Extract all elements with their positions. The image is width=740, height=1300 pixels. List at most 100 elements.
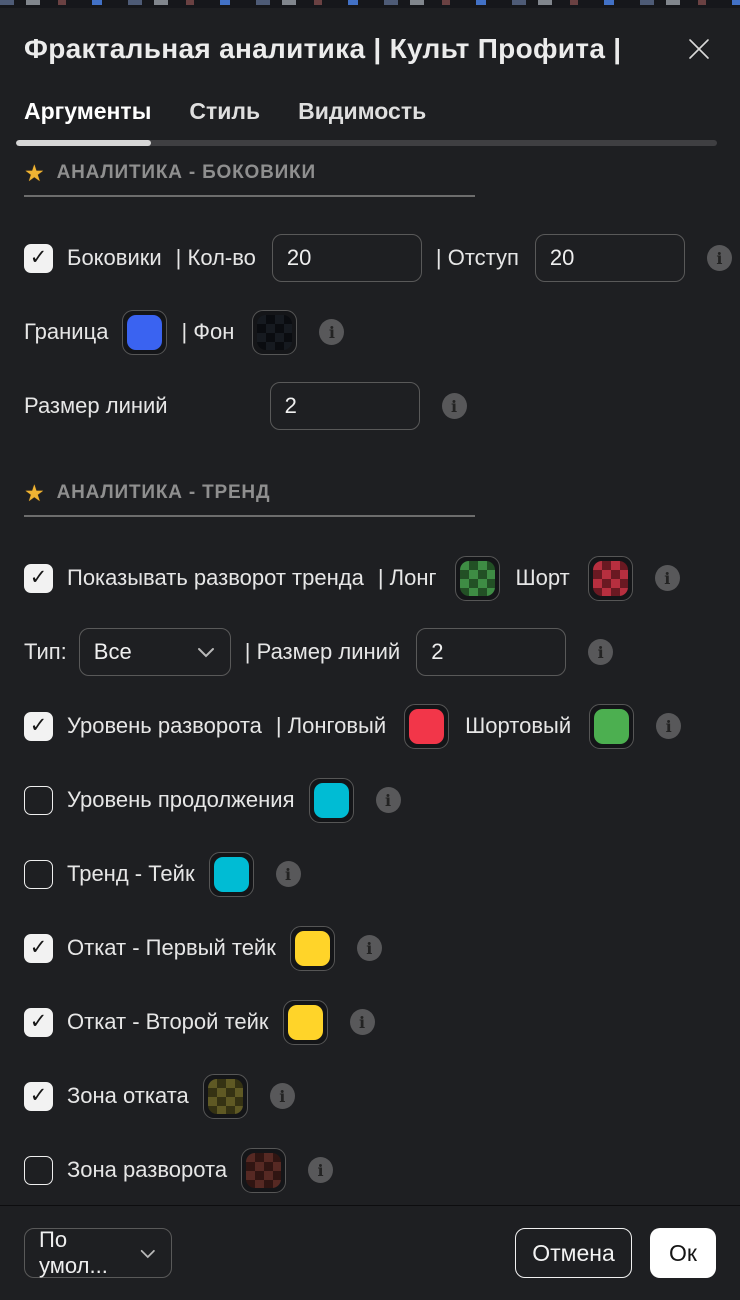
check-icon: ✓ xyxy=(29,565,48,589)
template-select[interactable]: По умол... xyxy=(24,1227,172,1278)
continuation-level-checkbox[interactable]: ✓ xyxy=(24,785,53,815)
check-icon: ✓ xyxy=(29,935,48,959)
trend-take-color-chip xyxy=(213,856,249,892)
pullback-take-2-color-chip xyxy=(287,1004,323,1040)
info-icon[interactable]: i xyxy=(441,393,467,419)
long-trend-color-chip xyxy=(459,560,495,596)
close-icon[interactable] xyxy=(682,32,716,66)
row-border-background: Граница | Фон i xyxy=(24,308,716,356)
pullback-zone-color-swatch[interactable] xyxy=(202,1073,248,1119)
row-line-size-sideways: Размер линий i xyxy=(24,382,716,430)
check-icon: ✓ xyxy=(29,1083,48,1107)
type-label: Тип: xyxy=(24,639,67,664)
border-color-chip xyxy=(127,314,163,350)
background-color-chip xyxy=(257,314,293,350)
pullback-take-2-checkbox[interactable]: ✓ xyxy=(24,1007,53,1037)
page-title: Фрактальная аналитика | Культ Профита | xyxy=(24,33,622,64)
line-size-input[interactable] xyxy=(269,382,420,430)
short-level-label: Шортовый xyxy=(465,713,572,738)
info-icon[interactable]: i xyxy=(656,713,682,739)
show-trend-reversal-checkbox[interactable]: ✓ xyxy=(24,563,53,593)
long-label: | Лонг xyxy=(377,565,437,590)
reversal-zone-color-swatch[interactable] xyxy=(241,1147,287,1193)
section-divider xyxy=(24,515,475,517)
active-tab-indicator xyxy=(16,140,151,146)
chevron-down-icon xyxy=(197,648,214,658)
continuation-level-color-swatch[interactable] xyxy=(308,777,354,823)
border-label: Граница xyxy=(24,319,109,344)
pullback-take-1-label: Откат - Первый тейк xyxy=(67,935,276,960)
long-level-color-chip xyxy=(409,708,445,744)
ok-button[interactable]: Ок xyxy=(650,1228,716,1278)
info-icon[interactable]: i xyxy=(349,1009,375,1035)
background-color-swatch[interactable] xyxy=(252,309,298,355)
chevron-down-icon xyxy=(141,1249,156,1258)
offset-input[interactable] xyxy=(534,234,685,282)
type-select[interactable]: Все xyxy=(78,628,231,676)
section-divider xyxy=(24,195,475,197)
info-icon[interactable]: i xyxy=(319,319,345,345)
tab-arguments[interactable]: Аргументы xyxy=(24,98,152,124)
sideways-checkbox[interactable]: ✓ xyxy=(24,243,53,273)
template-select-value: По умол... xyxy=(39,1227,108,1278)
info-icon[interactable]: i xyxy=(706,245,732,271)
section-sideways: ★ АНАЛИТИКА - БОКОВИКИ xyxy=(24,160,716,197)
info-icon[interactable]: i xyxy=(654,565,680,591)
indicator-settings-dialog: Фрактальная аналитика | Культ Профита | … xyxy=(0,8,740,1205)
row-pullback-take-2: ✓ Откат - Второй тейк i xyxy=(24,998,716,1046)
info-icon[interactable]: i xyxy=(375,787,401,813)
long-level-label: | Лонговый xyxy=(275,713,387,738)
section-title: АНАЛИТИКА - БОКОВИКИ xyxy=(56,162,316,183)
reversal-zone-checkbox[interactable]: ✓ xyxy=(24,1155,53,1185)
long-level-color-swatch[interactable] xyxy=(404,703,450,749)
reversal-zone-label: Зона разворота xyxy=(67,1157,228,1182)
show-trend-reversal-label: Показывать разворот тренда xyxy=(67,565,364,590)
info-icon[interactable]: i xyxy=(588,639,614,665)
cancel-button[interactable]: Отмена xyxy=(515,1228,632,1278)
check-icon: ✓ xyxy=(29,245,48,269)
short-trend-color-swatch[interactable] xyxy=(587,555,633,601)
type-select-value: Все xyxy=(93,639,132,664)
line-size-label: | Размер линий xyxy=(244,639,401,664)
star-icon: ★ xyxy=(24,479,45,506)
short-label: Шорт xyxy=(515,565,570,590)
row-sideways: ✓ Боковики | Кол-во | Отступ i xyxy=(24,234,732,282)
line-size-label: Размер линий xyxy=(24,393,168,418)
row-reversal-level: ✓ Уровень разворота | Лонговый Шортовый … xyxy=(24,702,716,750)
row-show-trend-reversal: ✓ Показывать разворот тренда | Лонг Шорт… xyxy=(24,554,716,602)
border-color-swatch[interactable] xyxy=(122,309,168,355)
pullback-take-2-color-swatch[interactable] xyxy=(282,999,328,1045)
section-trend: ★ АНАЛИТИКА - ТРЕНД xyxy=(24,480,716,517)
dialog-header: Фрактальная аналитика | Культ Профита | xyxy=(24,32,716,66)
dialog-footer: По умол... Отмена Ок xyxy=(0,1205,740,1300)
reversal-zone-color-chip xyxy=(246,1152,282,1188)
pullback-take-1-checkbox[interactable]: ✓ xyxy=(24,933,53,963)
tab-indicator-track xyxy=(16,140,717,146)
background-label: | Фон xyxy=(181,319,235,344)
short-trend-color-chip xyxy=(592,560,628,596)
pullback-take-1-color-swatch[interactable] xyxy=(289,925,335,971)
short-level-color-chip xyxy=(594,708,630,744)
tab-visibility[interactable]: Видимость xyxy=(298,98,427,124)
trend-take-color-swatch[interactable] xyxy=(208,851,254,897)
long-trend-color-swatch[interactable] xyxy=(454,555,500,601)
tab-style[interactable]: Стиль xyxy=(189,98,261,124)
count-input[interactable] xyxy=(271,234,422,282)
pullback-zone-checkbox[interactable]: ✓ xyxy=(24,1081,53,1111)
reversal-level-checkbox[interactable]: ✓ xyxy=(24,711,53,741)
row-continuation-level: ✓ Уровень продолжения i xyxy=(24,776,716,824)
pullback-take-1-color-chip xyxy=(294,930,330,966)
continuation-level-color-chip xyxy=(313,782,349,818)
info-icon[interactable]: i xyxy=(269,1083,295,1109)
reversal-level-label: Уровень разворота xyxy=(67,713,262,738)
short-level-color-swatch[interactable] xyxy=(589,703,635,749)
info-icon[interactable]: i xyxy=(356,935,382,961)
line-size-input[interactable] xyxy=(416,628,567,676)
info-icon[interactable]: i xyxy=(308,1157,334,1183)
continuation-level-label: Уровень продолжения xyxy=(67,787,295,812)
trend-take-label: Тренд - Тейк xyxy=(67,861,195,886)
row-type: Тип: Все | Размер линий i xyxy=(24,628,716,676)
info-icon[interactable]: i xyxy=(275,861,301,887)
row-reversal-zone: ✓ Зона разворота i xyxy=(24,1146,716,1194)
trend-take-checkbox[interactable]: ✓ xyxy=(24,859,53,889)
